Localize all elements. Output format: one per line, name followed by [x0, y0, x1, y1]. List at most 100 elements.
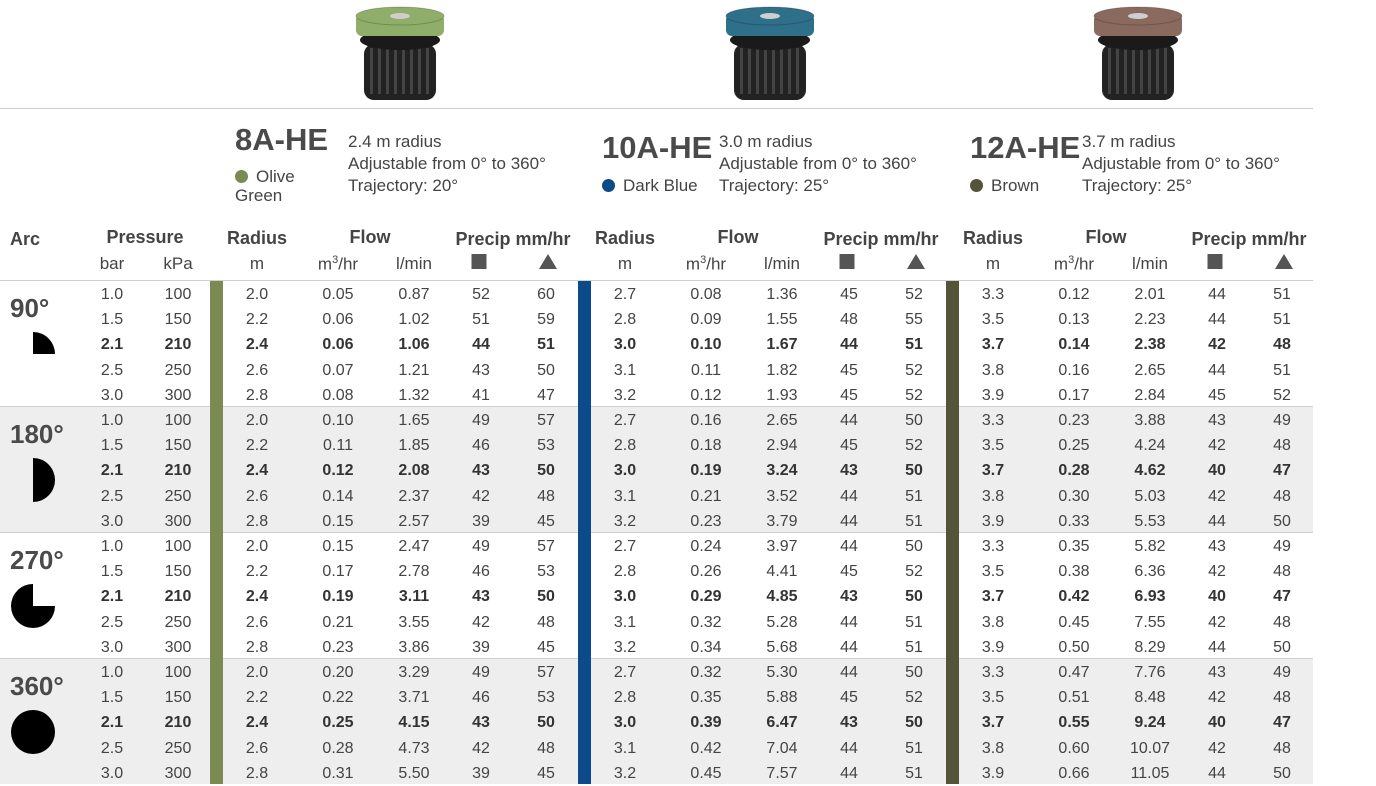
- radius-cell: 2.2: [245, 563, 269, 581]
- precip-square-cell: 44: [1208, 638, 1226, 656]
- color-label: Dark Blue: [602, 176, 698, 195]
- square-spacing-icon: [839, 254, 855, 269]
- radius-cell: 2.4: [245, 336, 269, 354]
- flow-m3hr-cell: 0.11: [691, 361, 721, 379]
- square-spacing-icon: [471, 254, 487, 269]
- pressure-kpa-cell: 150: [164, 311, 192, 329]
- flow-lmin-cell: 1.93: [766, 386, 798, 404]
- radius-cell: 2.8: [245, 638, 269, 656]
- flow-lmin-cell: 4.85: [766, 588, 798, 606]
- pressure-bar-cell: 3.0: [100, 512, 124, 530]
- precip-triangle-cell: 48: [1273, 336, 1291, 354]
- radius-cell: 3.2: [613, 638, 637, 656]
- flow-lmin-cell: 7.76: [1134, 664, 1166, 681]
- precip-square-cell: 45: [840, 386, 858, 404]
- flow-m3hr-cell: 0.51: [1058, 689, 1090, 707]
- flow-lmin-cell: 3.55: [398, 613, 430, 631]
- pressure-kpa-cell: 150: [164, 437, 192, 455]
- flow-lmin-cell: 1.65: [398, 412, 430, 429]
- flow-lmin-cell: 1.82: [766, 361, 798, 379]
- radius-cell: 2.6: [245, 487, 269, 505]
- radius-cell: 3.1: [613, 361, 637, 379]
- precip-square-cell: 43: [1208, 664, 1226, 681]
- spec-line: Trajectory: 25°: [719, 176, 830, 195]
- precip-triangle-cell: 47: [1273, 714, 1291, 732]
- arc-band: [0, 407, 1313, 532]
- precip-triangle-cell: 47: [1273, 588, 1291, 606]
- m3hr-base: m: [317, 254, 333, 274]
- pressure-kpa-cell: 210: [164, 336, 192, 354]
- flow-lmin-cell: 3.71: [398, 689, 430, 707]
- radius-cell: 3.9: [981, 512, 1005, 530]
- precip-square-cell: 45: [840, 437, 858, 455]
- nozzle-image-12a-he: [1093, 6, 1183, 100]
- precip-triangle-cell: 60: [537, 286, 555, 303]
- flow-lmin-cell: 9.24: [1134, 714, 1166, 732]
- radius-cell: 3.1: [613, 487, 637, 505]
- precip-triangle-cell: 50: [537, 361, 555, 379]
- three-quarter-circle-icon: [11, 584, 55, 628]
- radius-cell: 2.7: [613, 412, 637, 429]
- arc-label: 360°: [10, 671, 64, 701]
- radius-cell: 2.7: [613, 286, 637, 303]
- precip-triangle-cell: 53: [537, 563, 555, 581]
- flow-m3hr-cell: 0.06: [322, 336, 354, 354]
- precip-square-cell: 48: [840, 311, 858, 329]
- radius-cell: 2.2: [245, 437, 269, 455]
- radius-cell: 3.5: [981, 311, 1005, 329]
- flow-m3hr-cell: 0.12: [322, 462, 354, 480]
- precip-triangle-cell: 45: [537, 512, 555, 530]
- flow-lmin-cell: 3.24: [766, 462, 798, 480]
- radius-cell: 3.9: [981, 764, 1005, 782]
- flow-lmin-cell: 4.24: [1134, 437, 1166, 455]
- precip-triangle-cell: 52: [1273, 386, 1291, 404]
- precip-triangle-cell: 48: [1273, 487, 1291, 505]
- half-circle-icon: [33, 458, 55, 502]
- pressure-bar-cell: 2.1: [100, 714, 124, 732]
- precip-triangle-cell: 55: [905, 311, 923, 329]
- color-name: Olive: [256, 167, 295, 186]
- precip-square-cell: 42: [472, 613, 490, 631]
- precip-header: Precip mm/hr: [1191, 229, 1307, 249]
- precip-square-cell: 49: [472, 664, 490, 681]
- quarter-circle-icon: [33, 332, 55, 354]
- radius-cell: 3.8: [981, 613, 1005, 631]
- precip-square-cell: 44: [1208, 764, 1226, 782]
- precip-square-cell: 45: [840, 563, 858, 581]
- precip-triangle-cell: 50: [537, 588, 555, 606]
- precip-square-cell: 52: [472, 286, 490, 303]
- flow-lmin-cell: 4.15: [398, 714, 430, 732]
- pressure-kpa-cell: 100: [164, 664, 192, 681]
- flow-m3hr-cell: 0.11: [323, 437, 353, 455]
- precip-square-cell: 42: [472, 487, 490, 505]
- flow-m3hr-cell: 0.28: [1058, 462, 1090, 480]
- precip-square-cell: 40: [1208, 588, 1226, 606]
- precip-square-cell: 43: [472, 361, 490, 379]
- precip-square-cell: 43: [840, 462, 858, 480]
- meter-subheader: m: [985, 254, 1001, 273]
- radius-cell: 2.2: [245, 311, 269, 329]
- pressure-bar-cell: 2.5: [100, 487, 124, 505]
- flow-m3hr-cell: 0.55: [1058, 714, 1090, 732]
- radius-cell: 2.8: [245, 512, 269, 530]
- flow-lmin-cell: 2.38: [1134, 336, 1166, 354]
- color-dot-icon: [970, 179, 983, 192]
- precip-square-cell: 43: [472, 462, 490, 480]
- square-spacing-icon: [471, 254, 487, 274]
- flow-m3hr-cell: 0.35: [690, 689, 722, 707]
- flow-lmin-cell: 3.79: [766, 512, 798, 530]
- precip-triangle-cell: 48: [537, 739, 555, 757]
- model-name-10a-he: 10A-HE: [602, 130, 713, 165]
- arc-divider: [0, 658, 1313, 659]
- pressure-kpa-cell: 300: [164, 512, 192, 530]
- flow-m3hr-cell: 0.17: [322, 563, 354, 581]
- pressure-kpa-cell: 100: [164, 538, 192, 555]
- precip-triangle-cell: 48: [1273, 689, 1291, 707]
- spec-line: 2.4 m radius: [348, 132, 442, 151]
- precip-triangle-cell: 51: [1273, 286, 1291, 303]
- precip-square-cell: 44: [1208, 361, 1226, 379]
- precip-square-cell: 39: [472, 638, 490, 656]
- flow-m3hr-cell: 0.22: [322, 689, 354, 707]
- radius-cell: 2.2: [245, 689, 269, 707]
- precip-triangle-cell: 48: [1273, 739, 1291, 757]
